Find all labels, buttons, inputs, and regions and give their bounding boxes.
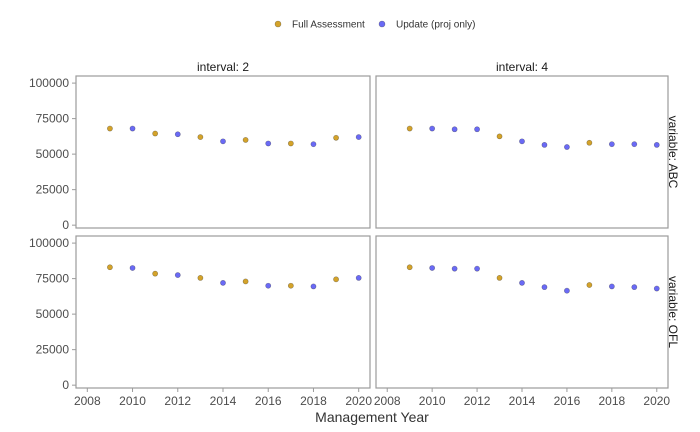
data-point	[129, 125, 136, 132]
data-point	[197, 275, 204, 281]
x-tick-label: 2018	[598, 394, 625, 408]
panel-interval-4-ABC	[375, 75, 669, 229]
data-point	[608, 283, 615, 290]
data-point	[287, 282, 294, 289]
legend: Full Assessment Update (proj only)	[274, 20, 475, 31]
x-tick-label: 2016	[554, 394, 581, 408]
facet-panels	[75, 75, 669, 389]
data-point	[355, 275, 362, 281]
x-tick-label: 2014	[210, 394, 237, 408]
data-point	[586, 282, 593, 288]
data-point	[310, 283, 317, 290]
row-strip-label: variable: OFL	[666, 276, 680, 348]
y-tick-label: 100000	[29, 76, 69, 90]
data-point	[406, 264, 413, 271]
data-point	[631, 284, 638, 291]
data-point	[174, 131, 181, 138]
x-tick-label: 2010	[119, 394, 146, 408]
data-point	[174, 272, 181, 278]
y-tick-label: 0	[62, 378, 69, 392]
data-point	[429, 125, 436, 132]
legend-label-1: Update (proj only)	[396, 20, 475, 31]
row-strip-label: variable: ABC	[666, 116, 680, 189]
x-tick-label: 2008	[374, 394, 401, 408]
data-point	[197, 134, 204, 140]
legend-label-0: Full Assessment	[292, 20, 365, 31]
x-tick-label: 2010	[419, 394, 446, 408]
data-point	[242, 137, 249, 143]
data-point	[519, 279, 525, 286]
data-point	[496, 133, 503, 140]
data-point	[287, 140, 294, 147]
data-point	[608, 141, 615, 148]
facet-strips: interval: 2 interval: 4 variable: ABC varia…	[197, 60, 680, 348]
legend-swatch-0	[274, 20, 282, 28]
y-tick-label: 50000	[36, 307, 70, 321]
x-tick-label: 2016	[255, 394, 282, 408]
data-point	[541, 284, 548, 291]
data-point	[265, 282, 272, 289]
legend-swatch-1	[378, 20, 386, 28]
y-tick-label: 100000	[29, 236, 69, 250]
data-point	[474, 265, 480, 272]
x-tick-label: 2014	[509, 394, 536, 408]
y-tick-label: 75000	[36, 272, 70, 286]
data-point	[451, 126, 458, 133]
y-tick-label: 75000	[36, 112, 70, 126]
x-tick-label: 2018	[300, 394, 327, 408]
data-point	[152, 130, 159, 137]
data-point	[564, 287, 570, 294]
data-point	[429, 265, 436, 271]
data-point	[541, 141, 548, 148]
column-strip-label: interval: 4	[496, 60, 548, 74]
x-tick-label: 2012	[464, 394, 491, 408]
panel-border	[375, 75, 669, 229]
data-point	[474, 126, 480, 133]
data-point	[152, 270, 159, 277]
x-tick-label: 2020	[345, 394, 372, 408]
data-point	[242, 278, 249, 285]
data-point	[496, 275, 503, 281]
data-point	[107, 264, 113, 271]
data-point	[333, 134, 339, 141]
panel-interval-2-OFL	[75, 235, 371, 389]
y-tick-label: 0	[62, 218, 69, 232]
panel-interval-4-OFL	[375, 235, 669, 389]
y-tick-label: 25000	[36, 343, 70, 357]
x-axes: 2008 2010 2012 2014 2016 2018 2020 2008 2010 2012…	[74, 388, 670, 408]
data-point	[265, 140, 272, 147]
data-point	[451, 265, 458, 272]
column-strip-label: interval: 2	[197, 60, 249, 74]
y-axes: 0 25000 50000 75000 100000 0 25000 50000 75000 10…	[29, 76, 76, 392]
panel-border	[75, 235, 371, 389]
y-tick-label: 25000	[36, 183, 70, 197]
data-point	[220, 138, 226, 145]
data-point	[406, 125, 413, 132]
data-point	[355, 134, 362, 140]
data-point	[653, 285, 660, 292]
x-tick-label: 2012	[164, 394, 191, 408]
y-tick-label: 50000	[36, 147, 70, 161]
data-point	[129, 265, 136, 271]
data-point	[519, 138, 525, 145]
data-point	[631, 141, 638, 148]
data-point	[220, 279, 226, 286]
panel-border	[375, 235, 669, 389]
data-point	[653, 141, 660, 148]
panel-interval-2-ABC	[75, 75, 371, 229]
x-tick-label: 2008	[74, 394, 101, 408]
data-point	[333, 276, 339, 283]
panel-border	[75, 75, 371, 229]
data-point	[107, 125, 113, 132]
x-tick-label: 2020	[643, 394, 670, 408]
data-point	[310, 141, 317, 148]
data-point	[564, 144, 570, 150]
data-point	[586, 139, 593, 146]
x-axis-title: Management Year	[315, 409, 429, 425]
